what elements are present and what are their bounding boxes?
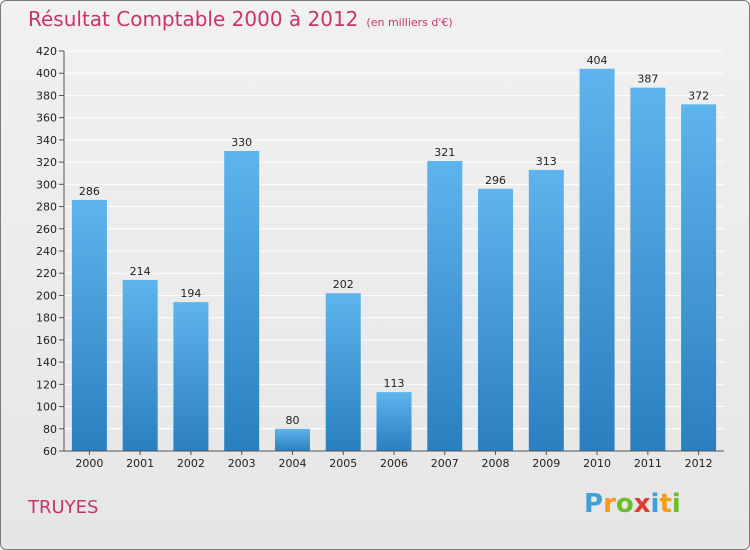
chart-title-text: Résultat Comptable 2000 à 2012	[28, 7, 359, 31]
y-tick-label: 60	[43, 445, 57, 458]
proxiti-logo: Proxiti	[584, 489, 681, 519]
logo-letter: i	[671, 489, 681, 519]
bar-value-label: 313	[536, 155, 557, 168]
bar-value-label: 296	[485, 174, 506, 187]
x-tick-label: 2010	[583, 457, 611, 470]
y-tick-label: 140	[36, 356, 57, 369]
bar-2012	[681, 104, 717, 451]
y-tick-label: 120	[36, 378, 57, 391]
logo-letter: t	[659, 489, 672, 519]
x-tick-label: 2001	[126, 457, 154, 470]
bar-value-label: 372	[688, 89, 709, 102]
bar-2002	[173, 302, 209, 451]
x-tick-label: 2006	[380, 457, 408, 470]
bar-2006	[376, 392, 412, 451]
y-tick-label: 360	[36, 112, 57, 125]
y-tick-label: 420	[36, 45, 57, 58]
bar-2008	[478, 188, 514, 451]
bar-2004	[274, 428, 310, 451]
y-tick-label: 200	[36, 289, 57, 302]
bar-value-label: 321	[434, 146, 455, 159]
y-tick-label: 340	[36, 134, 57, 147]
bar-value-label: 330	[231, 136, 252, 149]
logo-letter: r	[603, 489, 616, 519]
bar-2005	[325, 293, 361, 451]
y-tick-label: 400	[36, 67, 57, 80]
x-tick-label: 2009	[532, 457, 560, 470]
y-tick-label: 220	[36, 267, 57, 280]
chart-unit-label: (en milliers d'€)	[366, 16, 453, 29]
bar-value-label: 286	[79, 185, 100, 198]
y-tick-label: 260	[36, 223, 57, 236]
grid-lines	[64, 50, 724, 452]
y-tick-label: 180	[36, 312, 57, 325]
bars: 286 214 194 330 80 202 113 321 296 313 404 387 372	[71, 54, 717, 452]
bar-2011	[630, 87, 666, 452]
y-tick-label: 100	[36, 401, 57, 414]
x-tick-label: 2008	[482, 457, 510, 470]
x-tick-label: 2003	[228, 457, 256, 470]
y-tick-label: 320	[36, 156, 57, 169]
x-tick-label: 2011	[634, 457, 662, 470]
x-tick-label: 2002	[177, 457, 205, 470]
bar-value-label: 202	[333, 278, 354, 291]
commune-name: TRUYES	[28, 497, 99, 518]
bar-2009	[528, 169, 564, 451]
bar-value-label: 214	[130, 265, 151, 278]
bar-2001	[122, 279, 158, 451]
logo-letter: x	[633, 489, 651, 519]
x-tick-label: 2007	[431, 457, 459, 470]
y-tick-label: 80	[43, 423, 57, 436]
y-axis: 60 80 100 120 140 160 180 200 220 240 260 280 300 320…	[36, 45, 65, 458]
bar-value-label: 387	[637, 73, 658, 86]
logo-letter: P	[584, 489, 604, 519]
bar-2010	[579, 68, 615, 452]
bar-2003	[224, 151, 260, 451]
x-tick-label: 2005	[329, 457, 357, 470]
bar-value-label: 404	[587, 54, 608, 67]
x-axis: 2000 2001 2002 2003 2004 2005 2006 2007 2008 2009…	[64, 450, 724, 470]
logo-letter: o	[615, 489, 634, 519]
y-tick-label: 380	[36, 89, 57, 102]
bar-2000	[71, 199, 107, 451]
logo-letter: i	[650, 489, 660, 519]
bar-value-label: 80	[285, 414, 299, 427]
bar-value-label: 194	[180, 287, 201, 300]
y-tick-label: 240	[36, 245, 57, 258]
chart-title: Résultat Comptable 2000 à 2012 (en millie…	[28, 7, 453, 31]
y-tick-label: 280	[36, 201, 57, 214]
x-tick-label: 2000	[75, 457, 103, 470]
x-tick-label: 2012	[685, 457, 713, 470]
y-tick-label: 300	[36, 178, 57, 191]
x-tick-label: 2004	[278, 457, 306, 470]
y-tick-label: 160	[36, 334, 57, 347]
bar-2007	[427, 161, 463, 451]
bar-value-label: 113	[384, 377, 405, 390]
